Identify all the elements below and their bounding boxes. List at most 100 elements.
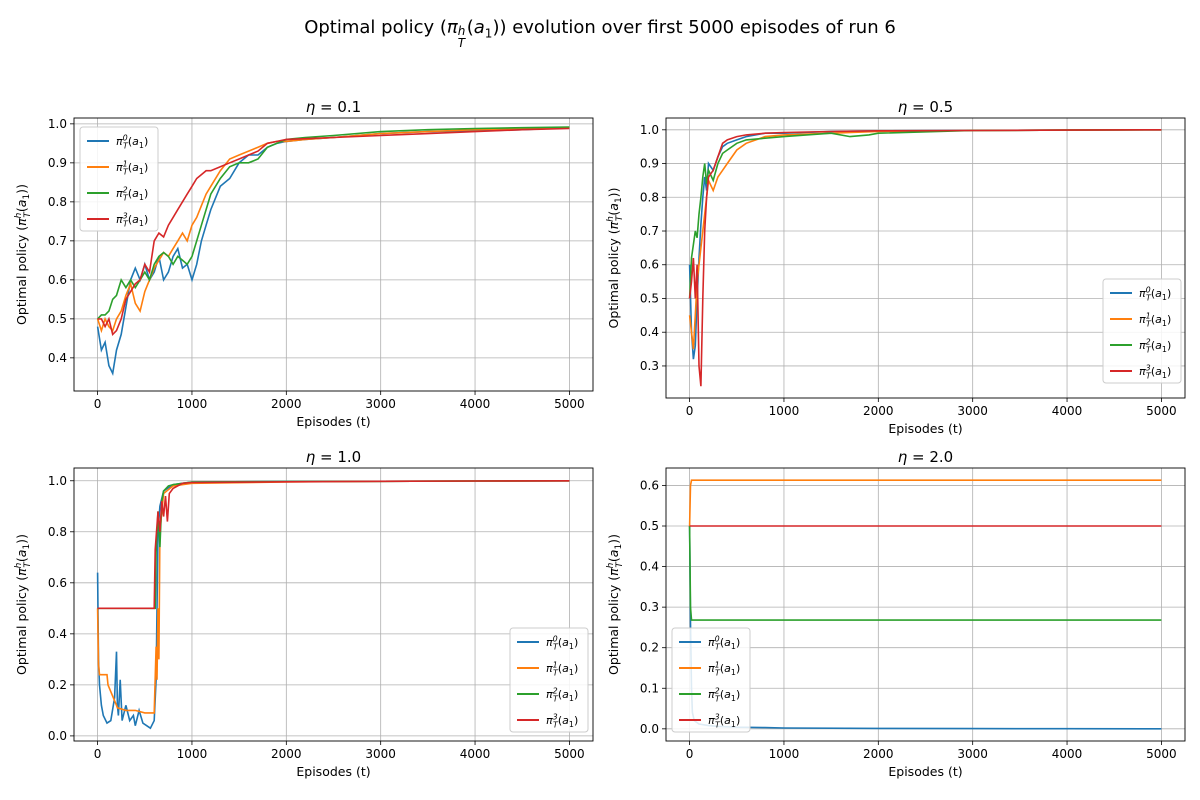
axes-frame — [73, 467, 594, 742]
x-tick-label: 5000 — [1146, 404, 1177, 418]
axes-frame — [665, 467, 1186, 742]
chart-title: η = 0.5 — [898, 98, 953, 116]
legend-label: π1 T(a1) — [116, 159, 148, 176]
series-line-2 — [688, 129, 1162, 299]
y-tick-label: 0.8 — [48, 525, 67, 539]
x-axis-label: Episodes (t) — [888, 421, 962, 436]
y-axis-label: Optimal policy (πhT(a1)) — [606, 534, 625, 675]
legend: π0 T(a1) π1 T(a1) π2 T(a1) π3 T(a1) — [671, 627, 751, 733]
y-axis-label: Optimal policy (πhT(a1)) — [14, 184, 33, 325]
x-tick-label: 5000 — [1146, 747, 1177, 761]
x-tick-label: 2000 — [863, 747, 894, 761]
y-tick-label: 0.9 — [48, 156, 67, 170]
legend-label: π1 T(a1) — [1139, 311, 1171, 328]
x-tick-label: 2000 — [271, 397, 302, 411]
svg-text:Optimal policy (πhT(a1)): Optimal policy (πhT(a1)) — [606, 188, 625, 329]
figure-title: Optimal policy (π h T (a1)) evolution over … — [0, 17, 1200, 50]
legend-label: π2 T(a1) — [546, 686, 578, 703]
y-tick-label: 0.4 — [640, 560, 659, 574]
legend: π0 T(a1) π1 T(a1) π2 T(a1) π3 T(a1) — [1102, 278, 1182, 384]
svg-text:Optimal policy (πhT(a1)): Optimal policy (πhT(a1)) — [14, 534, 33, 675]
chart-panel-2: 0 1000 2000 3000 4000 5000 0.3 0.4 0.5 0.6 0.7 0.8 0… — [606, 98, 1186, 436]
chart-panel-3: 0 1000 2000 3000 4000 5000 0.0 0.2 0.4 0.6 0.8 1.0 η… — [14, 448, 594, 779]
series-line-0 — [688, 525, 1162, 730]
y-tick-label: 0.2 — [640, 641, 659, 655]
y-tick-label: 0.9 — [640, 157, 659, 171]
y-tick-label: 0.8 — [640, 190, 659, 204]
legend-box — [671, 627, 751, 733]
series-line-0 — [96, 126, 570, 377]
series-line-2 — [97, 126, 570, 320]
x-tick-label: 0 — [94, 397, 102, 411]
y-tick-label: 0.4 — [48, 627, 67, 641]
y-tick-label: 0.6 — [48, 576, 67, 590]
svg-text:Optimal policy (πhT(a1)): Optimal policy (πhT(a1)) — [606, 534, 625, 675]
legend-label: π3 T(a1) — [116, 211, 148, 228]
legend-label: π0 T(a1) — [116, 133, 148, 150]
x-tick-label: 5000 — [554, 397, 585, 411]
chart-panel-1: 0 1000 2000 3000 4000 5000 0.4 0.5 0.6 0.7 0.8 0.9 1… — [14, 98, 594, 429]
axes-frame — [665, 117, 1186, 399]
legend-label: π1 T(a1) — [546, 660, 578, 677]
y-tick-label: 0.4 — [640, 325, 659, 339]
x-tick-label: 0 — [94, 747, 102, 761]
y-tick-label: 1.0 — [640, 123, 659, 137]
legend-label: π2 T(a1) — [116, 185, 148, 202]
chart-title: η = 0.1 — [306, 98, 361, 116]
y-tick-label: 0.7 — [640, 224, 659, 238]
legend: π0 T(a1) π1 T(a1) π2 T(a1) π3 T(a1) — [79, 126, 159, 232]
y-tick-label: 1.0 — [48, 117, 67, 131]
x-tick-label: 2000 — [271, 747, 302, 761]
x-tick-label: 0 — [686, 404, 694, 418]
x-tick-label: 1000 — [177, 747, 208, 761]
legend-box — [509, 627, 589, 733]
x-tick-label: 4000 — [460, 397, 491, 411]
y-tick-label: 0.5 — [640, 519, 659, 533]
y-tick-label: 0.3 — [640, 359, 659, 373]
y-axis-label: Optimal policy (πhT(a1)) — [606, 188, 625, 329]
x-axis-label: Episodes (t) — [296, 414, 370, 429]
x-tick-label: 2000 — [863, 404, 894, 418]
series-line-1 — [96, 126, 570, 334]
x-tick-label: 3000 — [365, 397, 396, 411]
y-tick-label: 0.3 — [640, 600, 659, 614]
legend-label: π0 T(a1) — [546, 634, 578, 651]
x-tick-label: 1000 — [177, 397, 208, 411]
legend-label: π0 T(a1) — [1139, 285, 1171, 302]
legend-box — [1102, 278, 1182, 384]
series-line-3 — [688, 129, 1162, 387]
legend-label: π3 T(a1) — [546, 712, 578, 729]
axes-frame — [73, 117, 594, 392]
y-tick-label: 0.0 — [48, 729, 67, 743]
x-tick-label: 0 — [686, 747, 694, 761]
x-tick-label: 4000 — [460, 747, 491, 761]
legend-label: π1 T(a1) — [708, 660, 740, 677]
y-tick-label: 0.0 — [640, 722, 659, 736]
legend-label: π2 T(a1) — [1139, 337, 1171, 354]
y-tick-label: 0.7 — [48, 234, 67, 248]
series-line-2 — [688, 525, 1162, 621]
x-axis-label: Episodes (t) — [888, 764, 962, 779]
x-tick-label: 1000 — [769, 747, 800, 761]
legend-label: π0 T(a1) — [708, 634, 740, 651]
x-tick-label: 4000 — [1052, 404, 1083, 418]
y-tick-label: 0.5 — [48, 312, 67, 326]
legend: π0 T(a1) π1 T(a1) π2 T(a1) π3 T(a1) — [509, 627, 589, 733]
chart-title: η = 1.0 — [306, 448, 361, 466]
x-tick-label: 3000 — [365, 747, 396, 761]
chart-panel-4: 0 1000 2000 3000 4000 5000 0.0 0.1 0.2 0.3 0.4 0.5 0… — [606, 448, 1186, 779]
legend-label: π3 T(a1) — [708, 712, 740, 729]
x-tick-label: 5000 — [554, 747, 585, 761]
legend-label: π2 T(a1) — [708, 686, 740, 703]
y-tick-label: 0.6 — [640, 258, 659, 272]
y-tick-label: 0.1 — [640, 681, 659, 695]
chart-title: η = 2.0 — [898, 448, 953, 466]
series-line-0 — [688, 129, 1162, 360]
y-tick-label: 1.0 — [48, 474, 67, 488]
figure-title-text: Optimal policy (π h T (a1)) evolution over … — [304, 17, 896, 50]
y-tick-label: 0.4 — [48, 351, 67, 365]
legend-box — [79, 126, 159, 232]
y-tick-label: 0.6 — [48, 273, 67, 287]
series-line-1 — [688, 479, 1162, 527]
